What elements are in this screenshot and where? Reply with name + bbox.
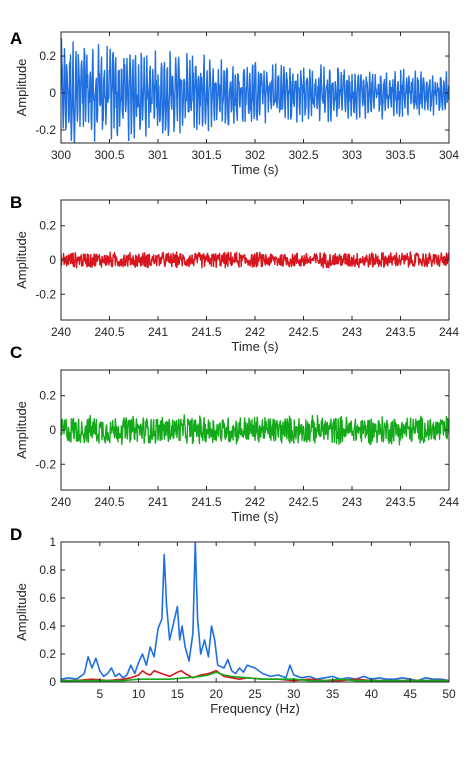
x-tick-label: 50 [442, 687, 456, 701]
x-tick-label: 40 [365, 687, 379, 701]
x-tick-label: 240 [51, 325, 71, 339]
x-tick-label: 240.5 [94, 325, 124, 339]
y-tick-label: 0.2 [39, 219, 56, 233]
x-tick-label: 243.5 [385, 325, 415, 339]
y-tick-label: 0 [49, 86, 56, 100]
x-axis-label: Frequency (Hz) [210, 701, 300, 716]
x-tick-label: 25 [248, 687, 262, 701]
y-tick-label: 0 [49, 675, 56, 689]
x-tick-label: 301.5 [191, 148, 221, 162]
panel-a: A 300 300.5 301 301.5 302 302.5 303 303.5 304 -0.2… [10, 29, 459, 177]
x-tick-label: 244 [439, 495, 459, 509]
x-tick-label: 15 [171, 687, 185, 701]
y-tick-label: 0.8 [39, 563, 56, 577]
x-tick-label: 241 [148, 325, 168, 339]
series-line-1 [61, 251, 449, 269]
x-tick-label: 241.5 [191, 495, 221, 509]
x-tick-label: 303 [342, 148, 362, 162]
y-tick-label: -0.2 [35, 457, 56, 471]
x-tick-label: 304 [439, 148, 459, 162]
y-tick-label: 0.2 [39, 389, 56, 403]
series-line-1 [61, 414, 449, 446]
y-tick-label: 0 [49, 253, 56, 267]
plot-area [61, 542, 449, 682]
series-line-3 [61, 671, 449, 682]
panel-letter-c: C [10, 343, 22, 362]
x-tick-label: 303.5 [385, 148, 415, 162]
axes-frame [60, 541, 450, 683]
x-tick-label: 241 [148, 495, 168, 509]
plot-area [61, 251, 449, 269]
x-tick-label: 10 [132, 687, 146, 701]
x-tick-label: 240 [51, 495, 71, 509]
y-axis-label: Amplitude [14, 401, 29, 459]
x-tick-label: 302.5 [288, 148, 318, 162]
y-tick-label: 0.4 [39, 619, 56, 633]
x-tick-label: 243 [342, 495, 362, 509]
x-tick-label: 242 [245, 495, 265, 509]
y-tick-label: -0.2 [35, 287, 56, 301]
x-tick-label: 242.5 [288, 325, 318, 339]
x-tick-label: 45 [404, 687, 418, 701]
x-tick-label: 241.5 [191, 325, 221, 339]
x-tick-label: 30 [287, 687, 301, 701]
x-tick-label: 5 [96, 687, 103, 701]
x-axis-label: Time (s) [231, 162, 278, 177]
x-tick-label: 35 [326, 687, 340, 701]
plot-area [61, 414, 449, 446]
y-tick-label: 0.2 [39, 49, 56, 63]
x-tick-label: 301 [148, 148, 168, 162]
x-tick-label: 240.5 [94, 495, 124, 509]
x-tick-label: 300.5 [94, 148, 124, 162]
x-tick-label: 243 [342, 325, 362, 339]
y-axis-label: Amplitude [14, 583, 29, 641]
y-tick-label: 0.2 [39, 647, 56, 661]
x-axis-label: Time (s) [231, 509, 278, 524]
y-axis-label: Amplitude [14, 59, 29, 117]
panel-c: C 240 240.5 241 241.5 242 242.5 243 243.5 244 -0.2… [10, 343, 459, 524]
y-tick-label: 0 [49, 423, 56, 437]
panel-b: B 240 240.5 241 241.5 242 242.5 243 243.5 244 -0.2… [10, 193, 459, 354]
x-tick-label: 302 [245, 148, 265, 162]
x-tick-label: 242.5 [288, 495, 318, 509]
x-tick-label: 242 [245, 325, 265, 339]
series-line-1 [61, 37, 449, 143]
series-line-1 [61, 542, 449, 682]
y-tick-label: 1 [49, 535, 56, 549]
panel-letter-d: D [10, 525, 22, 544]
y-tick-label: -0.2 [35, 123, 56, 137]
y-tick-label: 0.6 [39, 591, 56, 605]
x-tick-label: 243.5 [385, 495, 415, 509]
panel-d: D 5 10 15 20 25 30 35 40 45 50 0 0.2 0.4 0.6 0.8 1 Freque… [10, 525, 456, 716]
x-tick-label: 20 [210, 687, 224, 701]
plot-area [61, 37, 449, 143]
x-tick-label: 244 [439, 325, 459, 339]
series-line-2 [61, 670, 449, 682]
y-axis-label: Amplitude [14, 231, 29, 289]
panel-letter-a: A [10, 29, 22, 48]
panel-letter-b: B [10, 193, 22, 212]
x-axis-label: Time (s) [231, 339, 278, 354]
x-tick-label: 300 [51, 148, 71, 162]
